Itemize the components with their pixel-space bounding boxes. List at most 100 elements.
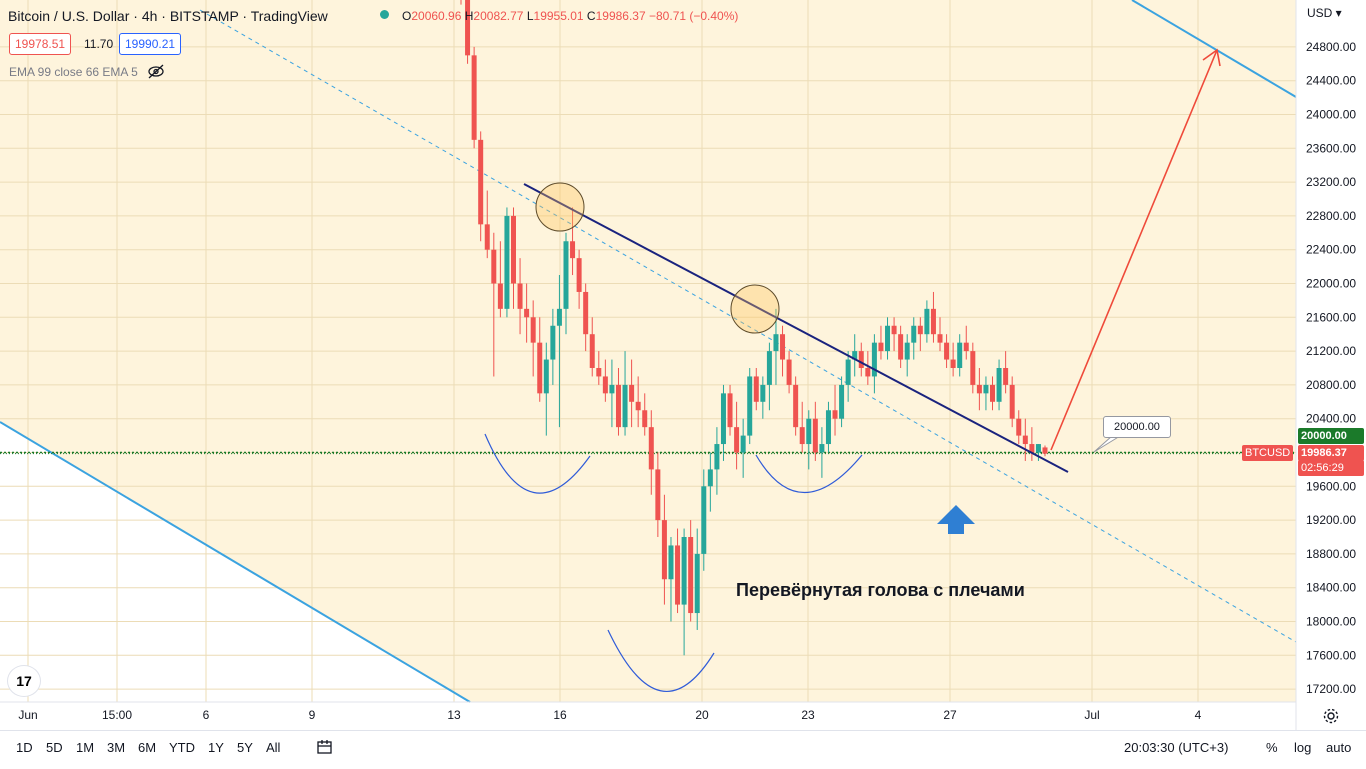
x-tick-label: 13	[447, 708, 461, 722]
y-tick-label: 21600.00	[1306, 310, 1356, 324]
callout-pointer	[1093, 435, 1121, 453]
market-status-icon	[380, 10, 389, 19]
candles	[460, 0, 1048, 656]
range-button-3m[interactable]: 3M	[107, 740, 126, 755]
candle-body	[793, 384, 799, 428]
candle-body	[510, 215, 516, 284]
candle-body	[563, 241, 569, 309]
candle-body	[497, 283, 503, 309]
candle-body	[668, 545, 674, 580]
candle-body	[714, 444, 720, 470]
candle-body	[990, 384, 996, 402]
y-tick-label: 17600.00	[1306, 648, 1356, 662]
candle-body	[740, 435, 746, 453]
x-tick-label: 23	[801, 708, 815, 722]
candle-body	[602, 376, 608, 394]
candle-body	[707, 469, 713, 487]
range-button-6m[interactable]: 6M	[138, 740, 157, 755]
head-arc	[607, 629, 715, 692]
candle-body	[629, 384, 635, 402]
y-tick-label: 24800.00	[1306, 40, 1356, 54]
candle-body	[1016, 418, 1022, 436]
range-button-1y[interactable]: 1Y	[208, 740, 224, 755]
currency-selector[interactable]: USD ▾	[1307, 6, 1342, 20]
x-tick-label: 20	[695, 708, 709, 722]
candle-body	[576, 258, 582, 292]
candle-body	[878, 342, 884, 352]
candle-body	[471, 55, 477, 140]
range-button-1m[interactable]: 1M	[76, 740, 95, 755]
candle-body	[1029, 444, 1035, 453]
bid-price[interactable]: 19978.51	[9, 33, 72, 55]
y-tick-label: 20800.00	[1306, 378, 1356, 392]
ask-price[interactable]: 19990.21	[119, 33, 182, 55]
range-button-ytd[interactable]: YTD	[169, 740, 195, 755]
candle-body	[930, 308, 936, 335]
clock-display[interactable]: 20:03:30 (UTC+3)	[1124, 740, 1229, 755]
candle-body	[924, 308, 930, 335]
candle-body	[825, 410, 831, 445]
candle-body	[727, 393, 733, 428]
range-button-all[interactable]: All	[266, 740, 281, 755]
level-callout[interactable]: 20000.00	[1103, 416, 1171, 438]
date-range-icon[interactable]	[316, 738, 334, 759]
eye-hidden-icon[interactable]	[147, 64, 165, 79]
candle-body	[537, 342, 543, 394]
candle-body	[734, 427, 740, 453]
candle-body	[648, 427, 654, 470]
candle-body	[642, 410, 648, 428]
symbol-title[interactable]: Bitcoin / U.S. Dollar · 4h · BITSTAMP · …	[8, 8, 328, 24]
candle-body	[504, 215, 510, 309]
x-tick-label: 4	[1195, 708, 1202, 722]
candle-body	[773, 334, 779, 352]
candle-body	[760, 384, 766, 402]
y-tick-label: 24400.00	[1306, 74, 1356, 88]
candle-body	[1042, 447, 1048, 454]
candle-body	[635, 401, 641, 411]
candle-body	[517, 283, 523, 309]
mid-channel-line	[199, 9, 1297, 643]
last-price-tag: 19986.37	[1298, 445, 1364, 461]
candle-body	[681, 537, 687, 605]
x-tick-label: 27	[943, 708, 957, 722]
log-toggle[interactable]: log	[1294, 740, 1312, 755]
price-axis-bg[interactable]	[1296, 0, 1366, 730]
time-axis[interactable]: Jun 15:00 6 9 13 16 20 23 27 Jul 4	[18, 708, 1201, 722]
x-tick-label: 16	[553, 708, 567, 722]
indicator-label[interactable]: EMA 99 close 66 EMA 5	[9, 65, 138, 79]
candle-body	[550, 325, 556, 360]
price-axis: 17200.00 17600.00 18000.00 18400.00 18800.00…	[1306, 40, 1356, 696]
y-tick-label: 17200.00	[1306, 682, 1356, 696]
candle-body	[609, 384, 615, 394]
candle-body	[976, 384, 982, 394]
candle-body	[839, 384, 845, 419]
tradingview-logo-icon[interactable]: 17	[7, 665, 41, 697]
target-arrow	[1050, 49, 1218, 451]
y-tick-label: 22400.00	[1306, 243, 1356, 257]
candle-body	[891, 325, 897, 335]
y-tick-label: 23600.00	[1306, 141, 1356, 155]
candle-body	[688, 537, 694, 614]
candle-body	[806, 418, 812, 445]
candle-body	[720, 393, 726, 445]
y-tick-label: 22800.00	[1306, 209, 1356, 223]
percent-toggle[interactable]: %	[1266, 740, 1278, 755]
left-shoulder-arc	[484, 433, 591, 494]
candle-body	[786, 359, 792, 385]
ohlc-readout: O20060.96 H20082.77 L19955.01 C19986.37 …	[402, 9, 739, 23]
x-tick-label: 15:00	[102, 708, 132, 722]
candle-body	[865, 368, 871, 377]
range-button-5y[interactable]: 5Y	[237, 740, 253, 755]
auto-toggle[interactable]: auto	[1326, 740, 1352, 755]
range-button-1d[interactable]: 1D	[16, 740, 33, 755]
y-tick-label: 19200.00	[1306, 513, 1356, 527]
candle-body	[747, 376, 753, 436]
upper-channel-line	[1131, 0, 1297, 98]
settings-gear-icon[interactable]	[1322, 707, 1340, 728]
candle-body	[852, 351, 858, 360]
candle-body	[1022, 435, 1028, 445]
y-tick-label: 18400.00	[1306, 581, 1356, 595]
candle-body	[799, 427, 805, 445]
range-button-5d[interactable]: 5D	[46, 740, 63, 755]
